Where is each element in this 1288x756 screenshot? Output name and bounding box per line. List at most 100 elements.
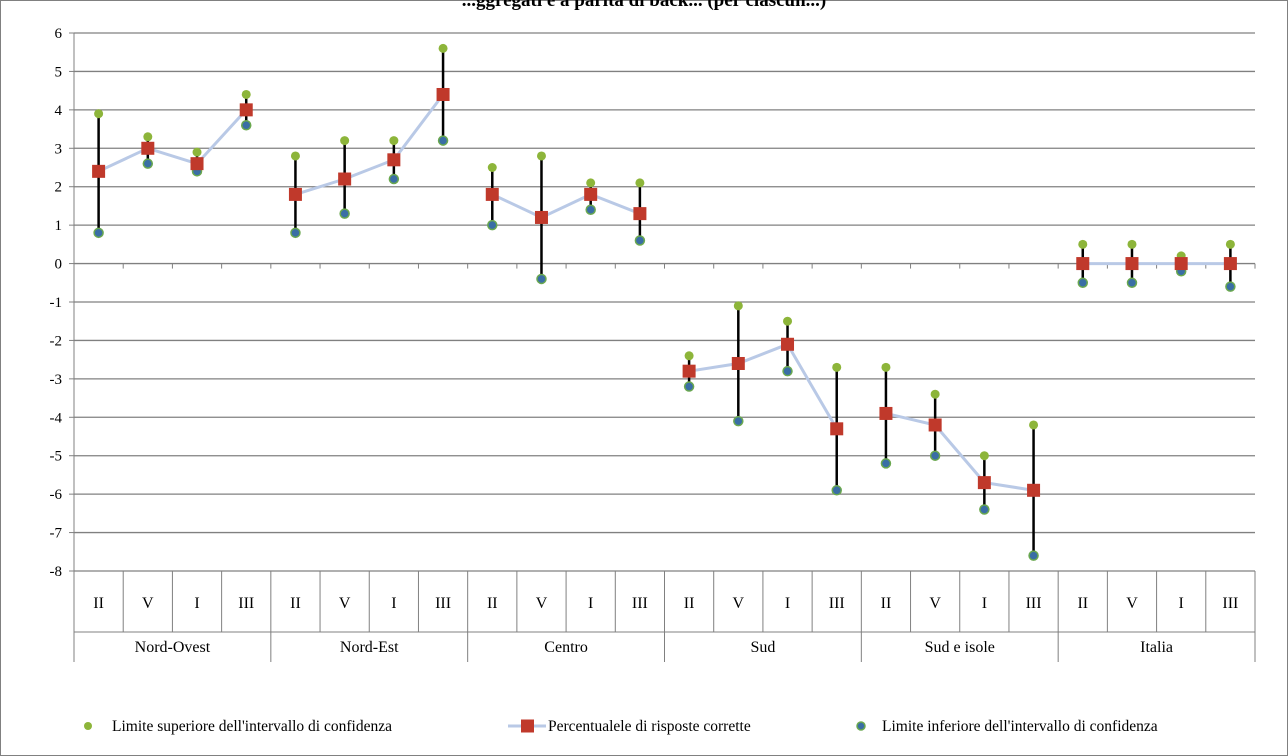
lower-limit-point [388, 173, 400, 185]
upper-limit-point [94, 109, 104, 119]
x-group-label: Sud e isole [925, 639, 995, 656]
legend-center-label: Percentualele di risposte corrette [548, 718, 751, 735]
percent-correct-point [92, 164, 106, 178]
y-tick-label: -2 [50, 333, 63, 349]
x-sub-label: II [93, 595, 104, 612]
percent-correct-point [1027, 483, 1041, 497]
x-sub-label: II [881, 595, 892, 612]
y-tick-label: 5 [55, 64, 63, 80]
percent-correct-point [731, 356, 745, 370]
percent-correct-point [141, 141, 155, 155]
percent-correct-point [584, 187, 598, 201]
x-sub-label: II [684, 595, 695, 612]
lower-limit-point [536, 273, 547, 285]
upper-limit-point [832, 362, 842, 372]
lower-limit-point [585, 204, 596, 216]
upper-limit-point [635, 178, 645, 188]
upper-limit-point [930, 389, 940, 399]
upper-limit-point [733, 301, 743, 311]
legend: Limite superiore dell'intervallo di conf… [84, 718, 1158, 735]
legend-center-marker [521, 719, 534, 733]
x-sub-label: I [982, 595, 987, 612]
x-sub-label: I [785, 595, 790, 612]
upper-limit-point [783, 316, 793, 326]
upper-limit-point [536, 151, 546, 161]
y-tick-label: -6 [50, 487, 63, 503]
upper-limit-point [487, 163, 497, 172]
legend-lower-label: Limite inferiore dell'intervallo di conf… [882, 718, 1158, 735]
x-sub-label: III [435, 595, 451, 612]
lower-limit-point [1028, 550, 1039, 561]
y-tick-label: -7 [50, 526, 63, 542]
x-sub-label: II [1077, 595, 1088, 612]
x-sub-label: III [1222, 595, 1238, 612]
legend-upper-marker [84, 722, 92, 730]
series-line [885, 411, 1034, 492]
lower-limit-point [1225, 281, 1236, 292]
lower-limit-point [929, 450, 941, 461]
y-tick-label: -4 [50, 410, 63, 426]
series-line [97, 108, 248, 173]
x-group-label: Centro [544, 639, 588, 656]
y-tick-label: 2 [55, 180, 63, 196]
x-sub-label: III [1026, 595, 1042, 612]
lower-limit-point [437, 135, 449, 146]
x-sub-label: I [391, 595, 396, 612]
lower-limit-point [339, 208, 350, 219]
upper-limit-point [881, 362, 891, 372]
percent-correct-point [1223, 257, 1237, 271]
upper-limit-point [1029, 420, 1039, 430]
lower-limit-point [880, 458, 892, 469]
lower-limit-point [979, 504, 990, 515]
lower-limit-point [683, 381, 695, 392]
lower-limit-point [487, 219, 498, 231]
percent-correct-point [781, 337, 795, 351]
y-tick-label: -5 [50, 449, 63, 465]
x-sub-label: III [238, 595, 254, 612]
lower-limit-point [240, 119, 252, 131]
y-tick-label: 4 [55, 103, 63, 119]
upper-limit-point [979, 451, 989, 461]
lower-limit-point [93, 227, 104, 239]
upper-limit-point [340, 136, 350, 146]
upper-limit-point [241, 89, 251, 99]
percent-correct-point [288, 187, 302, 201]
percent-correct-point [879, 406, 893, 420]
x-axis: II V I III II V I III II V I III II V I III II V I III II V I I… [73, 263, 1256, 662]
y-tick-label: -3 [50, 372, 63, 388]
x-sub-label: III [632, 595, 648, 612]
x-sub-label: II [487, 595, 498, 612]
legend-lower-marker [856, 721, 866, 731]
upper-limit-point [1127, 239, 1137, 249]
y-axis: 6 5 4 3 2 1 0 -1 -2 -3 -4 -5 -6 -7 -8 [50, 26, 75, 580]
y-tick-label: 1 [55, 218, 63, 234]
x-group-label: Sud [750, 639, 775, 656]
series-line [688, 342, 838, 430]
y-tick-label: 3 [55, 141, 63, 157]
y-tick-label: -1 [50, 295, 63, 311]
x-sub-label: V [1126, 595, 1138, 612]
upper-limit-point [192, 147, 202, 157]
percent-correct-point [928, 418, 942, 432]
chart-title: ...ggregati e a parità di back... (per c… [462, 0, 827, 11]
series-line [294, 93, 445, 196]
percent-correct-point [190, 157, 204, 171]
percent-correct-point [682, 364, 696, 378]
percent-correct-point [1125, 257, 1139, 271]
percent-correct-point [436, 87, 450, 101]
percent-correct-point [977, 476, 991, 490]
percent-correct-point [338, 172, 352, 186]
percent-correct-point [485, 187, 499, 201]
upper-limit-point [1225, 239, 1235, 249]
upper-limit-point [143, 132, 153, 142]
upper-limit-point [438, 43, 448, 53]
plot-area [92, 43, 1237, 561]
lower-limit-point [142, 158, 154, 169]
y-tick-label: -8 [50, 564, 63, 580]
legend-upper-label: Limite superiore dell'intervallo di conf… [112, 718, 392, 735]
x-sub-label: V [142, 595, 154, 612]
upper-limit-point [389, 136, 399, 146]
x-group-label: Nord-Est [340, 639, 399, 656]
